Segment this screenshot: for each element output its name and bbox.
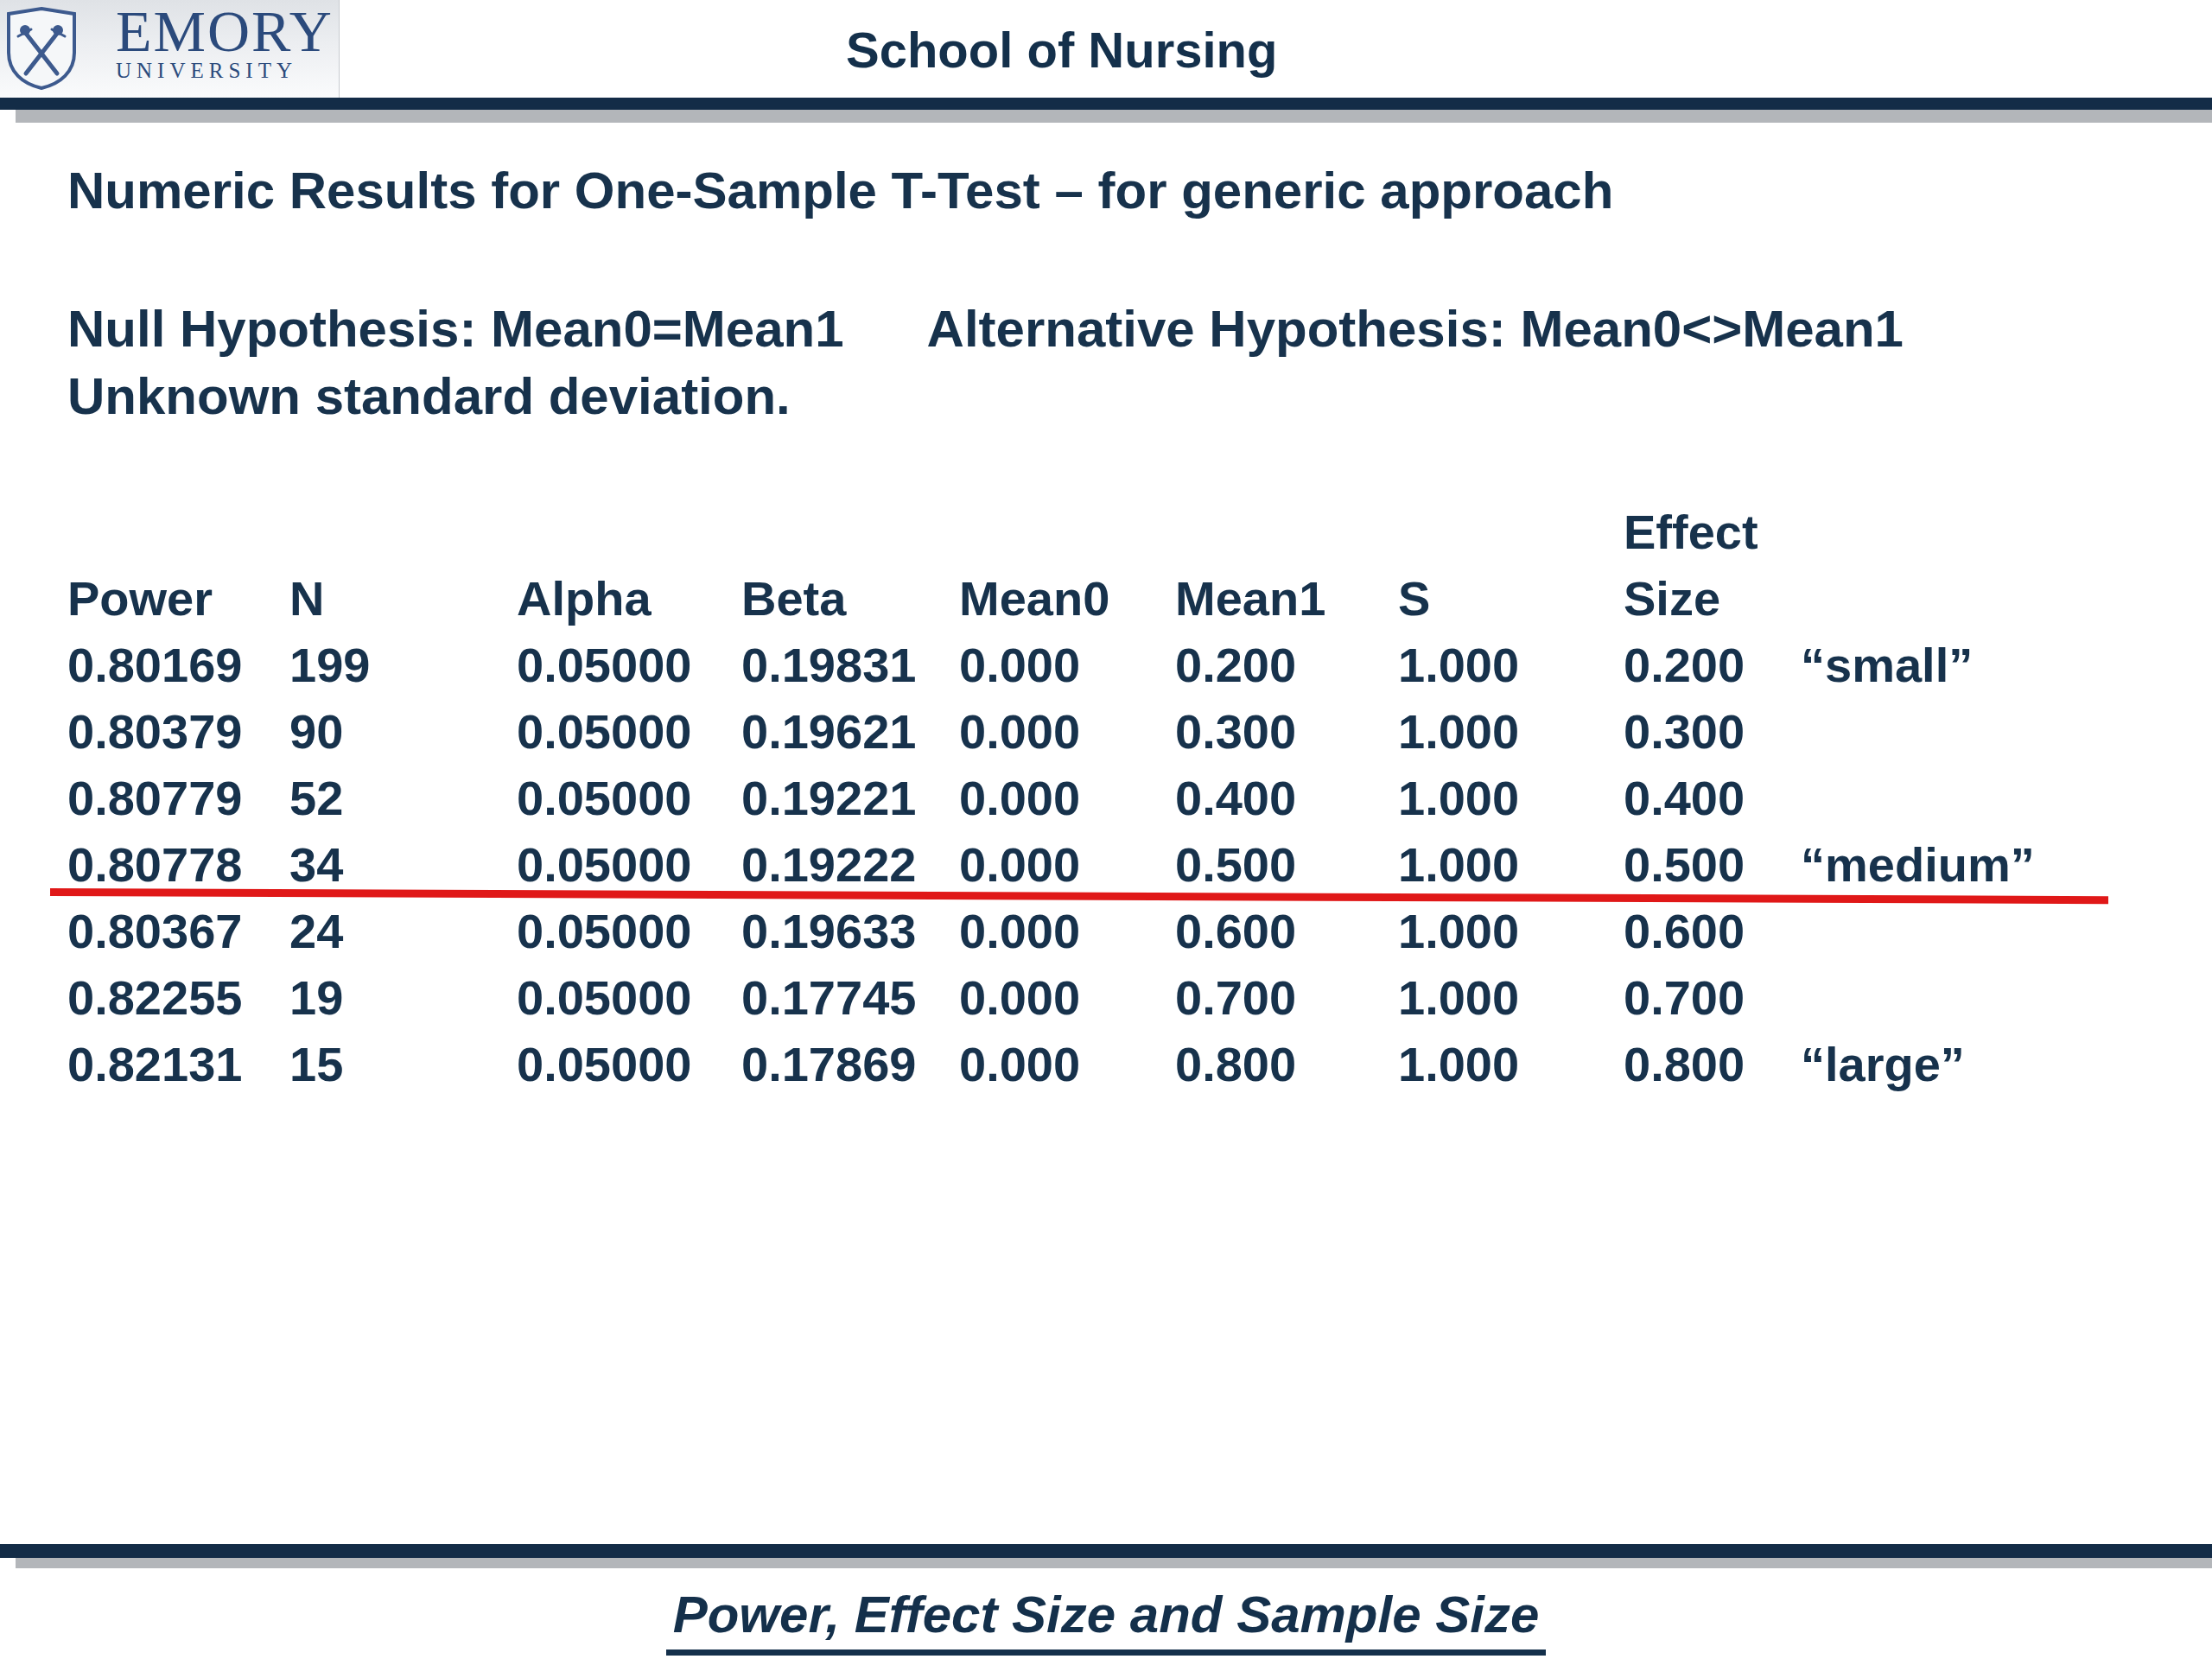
table-row: 0.80379 90 0.05000 0.19621 0.000 0.300 1… — [67, 705, 2167, 772]
cell-n: 199 — [289, 639, 517, 692]
cell-mean1: 0.500 — [1175, 838, 1398, 892]
table-row: 0.80169 199 0.05000 0.19831 0.000 0.200 … — [67, 639, 2167, 705]
cell-mean0: 0.000 — [959, 705, 1175, 759]
alt-hypothesis-text: Alternative Hypothesis: Mean0<>Mean1 — [927, 300, 1904, 358]
cell-power: 0.80367 — [67, 905, 289, 958]
header-divider-navy — [0, 98, 2212, 110]
cell-effect-size: 0.400 — [1624, 772, 1801, 825]
cell-power: 0.80379 — [67, 705, 289, 759]
cell-effect-size: 0.700 — [1624, 971, 1801, 1025]
cell-beta: 0.19633 — [741, 905, 959, 958]
cell-beta: 0.19621 — [741, 705, 959, 759]
results-table-body: 0.80169 199 0.05000 0.19831 0.000 0.200 … — [67, 639, 2167, 1104]
cell-s: 1.000 — [1398, 705, 1624, 759]
cell-mean0: 0.000 — [959, 905, 1175, 958]
cell-mean0: 0.000 — [959, 838, 1175, 892]
cell-size-label: “small” — [1801, 639, 2167, 692]
table-row: 0.80779 52 0.05000 0.19221 0.000 0.400 1… — [67, 772, 2167, 838]
cell-size-label: “medium” — [1801, 838, 2167, 892]
cell-power: 0.82255 — [67, 971, 289, 1025]
cell-mean0: 0.000 — [959, 772, 1175, 825]
cell-effect-size: 0.200 — [1624, 639, 1801, 692]
cell-beta: 0.17745 — [741, 971, 959, 1025]
cell-mean1: 0.700 — [1175, 971, 1398, 1025]
col-header-power: Power — [67, 572, 289, 626]
table-header-row: Power N Alpha Beta Mean0 Mean1 S Size — [67, 572, 2167, 639]
emory-logo: EMORY UNIVERSITY — [0, 0, 340, 99]
cell-alpha: 0.05000 — [517, 639, 741, 692]
cell-size-label: “large” — [1801, 1038, 2167, 1091]
cell-beta: 0.19831 — [741, 639, 959, 692]
cell-mean1: 0.300 — [1175, 705, 1398, 759]
cell-mean0: 0.000 — [959, 971, 1175, 1025]
cell-power: 0.80779 — [67, 772, 289, 825]
col-header-size: Size — [1624, 572, 1801, 626]
cell-s: 1.000 — [1398, 772, 1624, 825]
cell-effect-size: 0.800 — [1624, 1038, 1801, 1091]
cell-alpha: 0.05000 — [517, 905, 741, 958]
table-row: 0.80367 24 0.05000 0.19633 0.000 0.600 1… — [67, 905, 2167, 971]
table-row: 0.82131 15 0.05000 0.17869 0.000 0.800 1… — [67, 1038, 2167, 1104]
cell-n: 34 — [289, 838, 517, 892]
hypothesis-line: Null Hypothesis: Mean0=Mean1 Alternative … — [67, 299, 1904, 359]
cell-mean0: 0.000 — [959, 1038, 1175, 1091]
cell-alpha: 0.05000 — [517, 1038, 741, 1091]
cell-mean0: 0.000 — [959, 639, 1175, 692]
col-header-mean1: Mean1 — [1175, 572, 1398, 626]
cell-alpha: 0.05000 — [517, 705, 741, 759]
cell-s: 1.000 — [1398, 1038, 1624, 1091]
cell-s: 1.000 — [1398, 905, 1624, 958]
std-deviation-note: Unknown standard deviation. — [67, 366, 791, 426]
cell-mean1: 0.200 — [1175, 639, 1398, 692]
cell-n: 15 — [289, 1038, 517, 1091]
cell-mean1: 0.400 — [1175, 772, 1398, 825]
cell-power: 0.80169 — [67, 639, 289, 692]
emory-wordmark: EMORY UNIVERSITY — [116, 3, 334, 82]
null-hypothesis-text: Null Hypothesis: Mean0=Mean1 — [67, 300, 844, 358]
cell-effect-size: 0.500 — [1624, 838, 1801, 892]
header-divider-gray — [16, 110, 2212, 123]
slide-heading: Numeric Results for One-Sample T-Test – … — [67, 161, 1613, 220]
cell-beta: 0.19221 — [741, 772, 959, 825]
col-header-beta: Beta — [741, 572, 959, 626]
cell-s: 1.000 — [1398, 838, 1624, 892]
footer-divider-gray — [16, 1558, 2212, 1568]
cell-s: 1.000 — [1398, 639, 1624, 692]
cell-n: 90 — [289, 705, 517, 759]
emory-shield-icon — [4, 6, 79, 91]
cell-alpha: 0.05000 — [517, 838, 741, 892]
table-row: 0.82255 19 0.05000 0.17745 0.000 0.700 1… — [67, 971, 2167, 1038]
footer: Power, Effect Size and Sample Size — [0, 1585, 2212, 1656]
col-header-mean0: Mean0 — [959, 572, 1175, 626]
results-table: Effect Power N Alpha Beta Mean0 Mean1 S … — [67, 505, 2167, 1104]
cell-power: 0.82131 — [67, 1038, 289, 1091]
footer-divider-navy — [0, 1544, 2212, 1558]
cell-beta: 0.19222 — [741, 838, 959, 892]
cell-effect-size: 0.300 — [1624, 705, 1801, 759]
col-header-alpha: Alpha — [517, 572, 741, 626]
cell-mean1: 0.600 — [1175, 905, 1398, 958]
cell-alpha: 0.05000 — [517, 971, 741, 1025]
cell-alpha: 0.05000 — [517, 772, 741, 825]
logo-org-text: EMORY — [116, 3, 334, 59]
effect-column-superheader: Effect — [1624, 505, 2167, 572]
cell-n: 24 — [289, 905, 517, 958]
page-title: School of Nursing — [846, 21, 1277, 79]
col-header-n: N — [289, 572, 517, 626]
cell-beta: 0.17869 — [741, 1038, 959, 1091]
cell-n: 19 — [289, 971, 517, 1025]
col-header-s: S — [1398, 572, 1624, 626]
cell-power: 0.80778 — [67, 838, 289, 892]
cell-effect-size: 0.600 — [1624, 905, 1801, 958]
cell-mean1: 0.800 — [1175, 1038, 1398, 1091]
cell-n: 52 — [289, 772, 517, 825]
slide: { "header": { "logo": { "icon": "emory-s… — [0, 0, 2212, 1659]
footer-title: Power, Effect Size and Sample Size — [666, 1585, 1547, 1656]
cell-s: 1.000 — [1398, 971, 1624, 1025]
